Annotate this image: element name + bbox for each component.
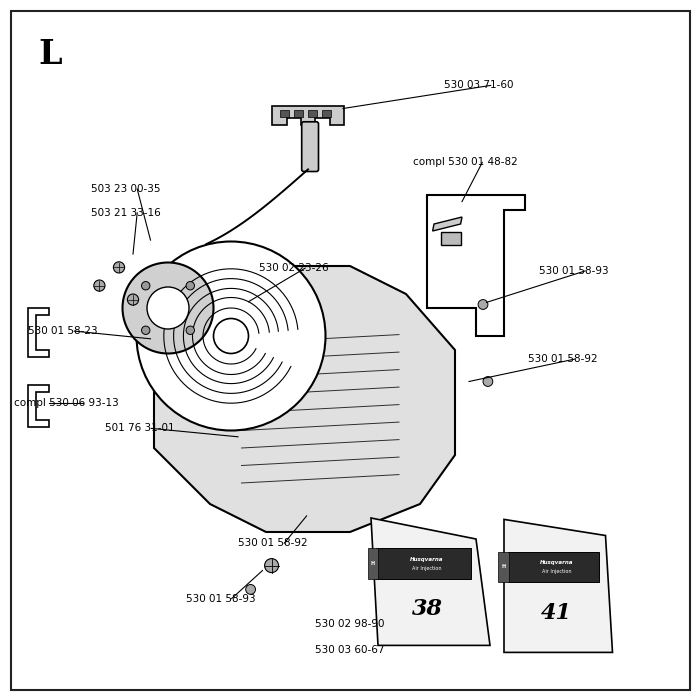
Circle shape	[265, 559, 279, 573]
Circle shape	[186, 326, 195, 335]
Circle shape	[186, 281, 195, 290]
Circle shape	[141, 326, 150, 335]
Circle shape	[483, 377, 493, 386]
FancyBboxPatch shape	[302, 122, 318, 172]
Circle shape	[94, 280, 105, 291]
Polygon shape	[433, 217, 462, 231]
Bar	[280, 110, 289, 117]
Polygon shape	[28, 308, 49, 357]
Circle shape	[246, 584, 256, 594]
Text: 503 21 33-16: 503 21 33-16	[91, 208, 161, 218]
Text: 530 03 60-67: 530 03 60-67	[315, 645, 384, 654]
Text: 530 01 58-92: 530 01 58-92	[528, 354, 598, 364]
Text: 503 23 00-35: 503 23 00-35	[91, 184, 160, 194]
Text: H: H	[371, 561, 374, 566]
Bar	[368, 548, 378, 579]
Text: Husqvarna: Husqvarna	[410, 556, 444, 562]
Polygon shape	[371, 518, 490, 645]
Text: 501 76 31-01: 501 76 31-01	[105, 424, 174, 433]
Text: Husqvarna: Husqvarna	[540, 560, 573, 566]
Circle shape	[136, 241, 326, 430]
Text: 530 01 58-92: 530 01 58-92	[238, 538, 307, 548]
Text: compl 530 06 93-13: compl 530 06 93-13	[14, 398, 119, 408]
Bar	[294, 110, 303, 117]
Polygon shape	[272, 106, 344, 125]
Text: 530 01 58-23: 530 01 58-23	[28, 326, 97, 336]
Circle shape	[214, 318, 248, 354]
Bar	[441, 232, 461, 245]
Text: 530 02 23-26: 530 02 23-26	[259, 263, 328, 273]
Circle shape	[127, 294, 139, 305]
Polygon shape	[504, 519, 612, 652]
Bar	[498, 552, 509, 582]
Text: 530 03 71-60: 530 03 71-60	[444, 80, 514, 90]
Text: L: L	[38, 38, 62, 71]
Circle shape	[147, 287, 189, 329]
Text: 530 01 58-93: 530 01 58-93	[539, 266, 608, 276]
Text: 38: 38	[412, 598, 442, 620]
Polygon shape	[154, 266, 455, 532]
Bar	[376, 548, 471, 579]
Text: 41: 41	[541, 602, 572, 624]
Text: compl 530 01 48-82: compl 530 01 48-82	[413, 158, 518, 167]
Circle shape	[122, 262, 214, 354]
Text: 530 01 58-93: 530 01 58-93	[186, 594, 255, 603]
Bar	[508, 552, 598, 582]
Circle shape	[113, 262, 125, 273]
Bar	[322, 110, 331, 117]
Bar	[308, 110, 317, 117]
Circle shape	[478, 300, 488, 309]
Text: H: H	[502, 564, 505, 570]
Text: 530 02 98-90: 530 02 98-90	[315, 620, 384, 629]
Polygon shape	[427, 195, 525, 336]
Text: Air Injection: Air Injection	[542, 569, 571, 575]
Text: Air Injection: Air Injection	[412, 566, 442, 571]
Polygon shape	[28, 385, 49, 427]
Circle shape	[141, 281, 150, 290]
